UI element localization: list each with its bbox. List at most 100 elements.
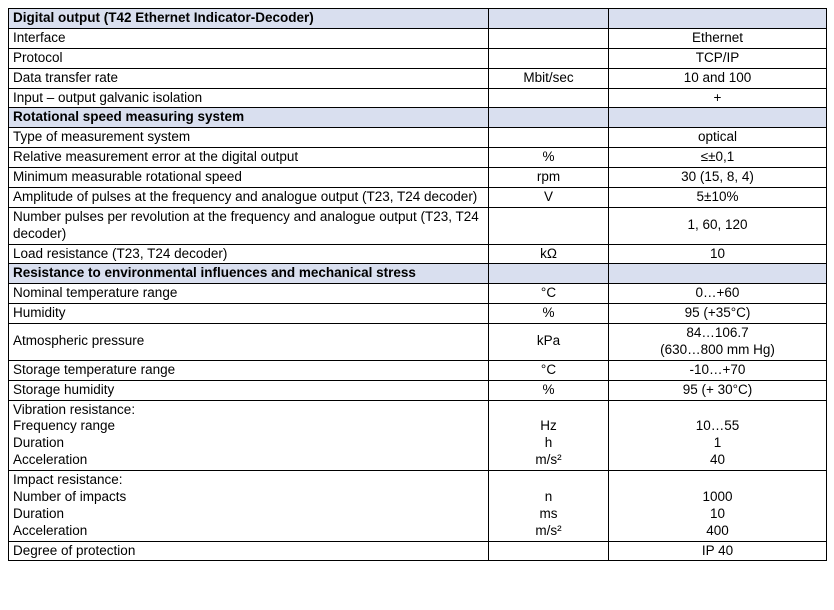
section-header-row: Rotational speed measuring system bbox=[9, 108, 827, 128]
label-line: Acceleration bbox=[13, 523, 484, 540]
param-value: 10 bbox=[609, 244, 827, 264]
unit-line: m/s² bbox=[493, 452, 604, 469]
param-unit: % bbox=[489, 380, 609, 400]
param-label: Storage humidity bbox=[9, 380, 489, 400]
unit-line bbox=[493, 472, 604, 489]
table-row: Vibration resistance: Frequency range Du… bbox=[9, 400, 827, 471]
param-value: -10…+70 bbox=[609, 360, 827, 380]
param-value: TCP/IP bbox=[609, 48, 827, 68]
table-row: Protocol TCP/IP bbox=[9, 48, 827, 68]
unit-line: h bbox=[493, 435, 604, 452]
param-label-multiline: Impact resistance: Number of impacts Dur… bbox=[9, 471, 489, 542]
value-line: 10 bbox=[613, 506, 822, 523]
param-value: 30 (15, 8, 4) bbox=[609, 168, 827, 188]
param-unit bbox=[489, 541, 609, 561]
unit-line bbox=[493, 402, 604, 419]
value-line: 400 bbox=[613, 523, 822, 540]
section-empty bbox=[489, 264, 609, 284]
section-empty bbox=[609, 9, 827, 29]
table-row: Amplitude of pulses at the frequency and… bbox=[9, 187, 827, 207]
section-empty bbox=[609, 108, 827, 128]
table-row: Interface Ethernet bbox=[9, 28, 827, 48]
param-value: + bbox=[609, 88, 827, 108]
unit-line: m/s² bbox=[493, 523, 604, 540]
table-row: Storage humidity % 95 (+ 30°C) bbox=[9, 380, 827, 400]
param-value-line: (630…800 mm Hg) bbox=[613, 342, 822, 359]
param-label: Nominal temperature range bbox=[9, 284, 489, 304]
param-label: Data transfer rate bbox=[9, 68, 489, 88]
param-value-multiline: 1000 10 400 bbox=[609, 471, 827, 542]
param-unit: % bbox=[489, 148, 609, 168]
value-line: 40 bbox=[613, 452, 822, 469]
param-label: Minimum measurable rotational speed bbox=[9, 168, 489, 188]
value-line: 1000 bbox=[613, 489, 822, 506]
param-value: Ethernet bbox=[609, 28, 827, 48]
param-label: Protocol bbox=[9, 48, 489, 68]
section-title: Resistance to environmental influences a… bbox=[9, 264, 489, 284]
param-unit-multiline: n ms m/s² bbox=[489, 471, 609, 542]
unit-line: ms bbox=[493, 506, 604, 523]
param-value-multiline: 10…55 1 40 bbox=[609, 400, 827, 471]
param-label: Type of measurement system bbox=[9, 128, 489, 148]
table-row: Degree of protection IP 40 bbox=[9, 541, 827, 561]
param-unit: kPa bbox=[489, 324, 609, 361]
param-value: 95 (+ 30°C) bbox=[609, 380, 827, 400]
label-line: Acceleration bbox=[13, 452, 484, 469]
param-unit: % bbox=[489, 304, 609, 324]
param-unit: rpm bbox=[489, 168, 609, 188]
param-value-line: 84…106.7 bbox=[613, 325, 822, 342]
section-title: Digital output (T42 Ethernet Indicator-D… bbox=[9, 9, 489, 29]
param-value: 95 (+35°C) bbox=[609, 304, 827, 324]
param-unit bbox=[489, 48, 609, 68]
param-unit bbox=[489, 28, 609, 48]
param-value: ≤±0,1 bbox=[609, 148, 827, 168]
param-unit-multiline: Hz h m/s² bbox=[489, 400, 609, 471]
param-value: optical bbox=[609, 128, 827, 148]
table-row: Storage temperature range °C -10…+70 bbox=[9, 360, 827, 380]
value-line bbox=[613, 402, 822, 419]
label-line: Duration bbox=[13, 506, 484, 523]
param-label: Relative measurement error at the digita… bbox=[9, 148, 489, 168]
param-value: 0…+60 bbox=[609, 284, 827, 304]
table-row: Load resistance (T23, T24 decoder) kΩ 10 bbox=[9, 244, 827, 264]
unit-line: Hz bbox=[493, 418, 604, 435]
param-value: 1, 60, 120 bbox=[609, 207, 827, 244]
param-label: Input – output galvanic isolation bbox=[9, 88, 489, 108]
spec-table: Digital output (T42 Ethernet Indicator-D… bbox=[8, 8, 827, 561]
param-label: Atmospheric pressure bbox=[9, 324, 489, 361]
param-label: Load resistance (T23, T24 decoder) bbox=[9, 244, 489, 264]
param-unit bbox=[489, 128, 609, 148]
label-line: Impact resistance: bbox=[13, 472, 484, 489]
param-unit bbox=[489, 88, 609, 108]
value-line bbox=[613, 472, 822, 489]
unit-line: n bbox=[493, 489, 604, 506]
table-row: Relative measurement error at the digita… bbox=[9, 148, 827, 168]
table-row: Minimum measurable rotational speed rpm … bbox=[9, 168, 827, 188]
section-empty bbox=[609, 264, 827, 284]
section-empty bbox=[489, 108, 609, 128]
param-unit bbox=[489, 207, 609, 244]
label-line: Duration bbox=[13, 435, 484, 452]
param-unit: °C bbox=[489, 360, 609, 380]
param-value: IP 40 bbox=[609, 541, 827, 561]
param-unit: °C bbox=[489, 284, 609, 304]
table-row: Humidity % 95 (+35°C) bbox=[9, 304, 827, 324]
section-title: Rotational speed measuring system bbox=[9, 108, 489, 128]
table-row: Atmospheric pressure kPa 84…106.7 (630…8… bbox=[9, 324, 827, 361]
param-label: Degree of protection bbox=[9, 541, 489, 561]
param-label: Amplitude of pulses at the frequency and… bbox=[9, 187, 489, 207]
section-empty bbox=[489, 9, 609, 29]
param-unit: kΩ bbox=[489, 244, 609, 264]
param-value: 84…106.7 (630…800 mm Hg) bbox=[609, 324, 827, 361]
table-row: Data transfer rate Mbit/sec 10 and 100 bbox=[9, 68, 827, 88]
param-value: 10 and 100 bbox=[609, 68, 827, 88]
param-value: 5±10% bbox=[609, 187, 827, 207]
param-label-multiline: Vibration resistance: Frequency range Du… bbox=[9, 400, 489, 471]
section-header-row: Digital output (T42 Ethernet Indicator-D… bbox=[9, 9, 827, 29]
table-row: Type of measurement system optical bbox=[9, 128, 827, 148]
param-unit: V bbox=[489, 187, 609, 207]
section-header-row: Resistance to environmental influences a… bbox=[9, 264, 827, 284]
value-line: 1 bbox=[613, 435, 822, 452]
table-row: Number pulses per revolution at the freq… bbox=[9, 207, 827, 244]
table-row: Input – output galvanic isolation + bbox=[9, 88, 827, 108]
